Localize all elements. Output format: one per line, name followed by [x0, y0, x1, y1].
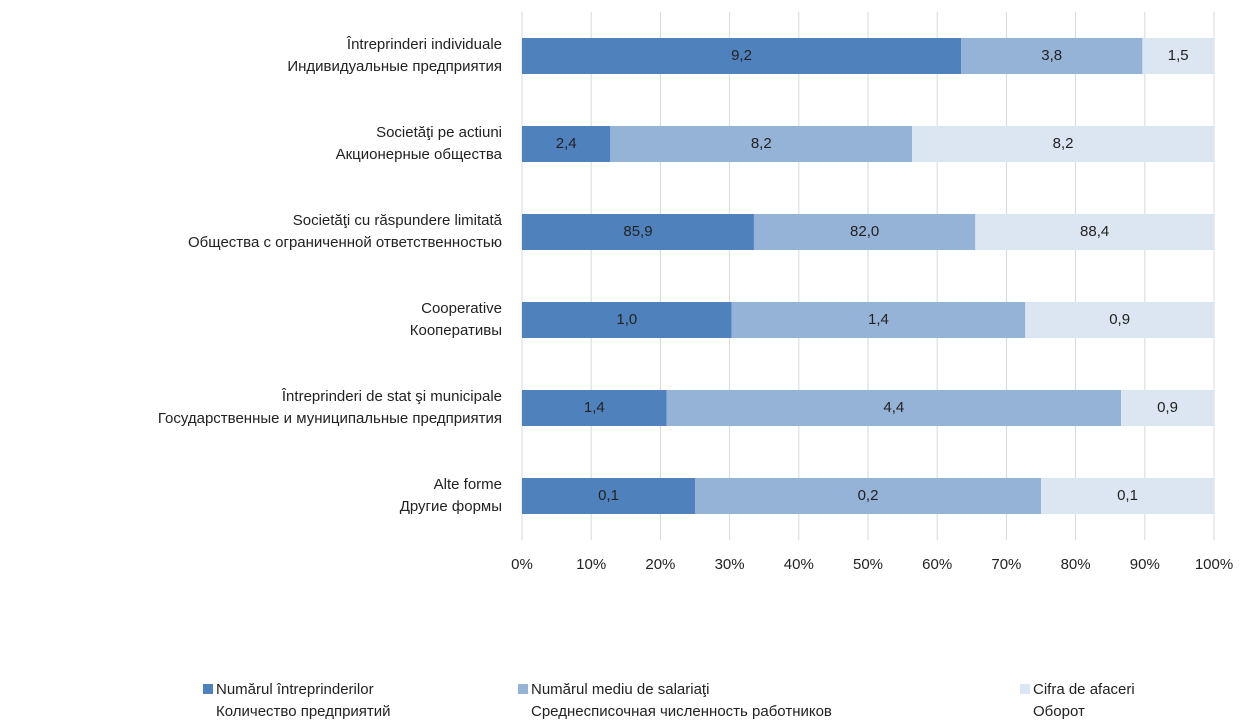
legend-label: Numărul întreprinderilor — [216, 681, 374, 698]
data-label: 3,8 — [1041, 47, 1062, 64]
data-label: 8,2 — [751, 135, 772, 152]
bar-segment — [731, 302, 1026, 338]
legend-swatch — [518, 684, 528, 694]
bar-segment — [522, 302, 732, 338]
bar-segment — [912, 126, 1214, 162]
bar-segment — [522, 390, 667, 426]
bar-segment — [522, 38, 962, 74]
x-tick-label: 70% — [991, 556, 1021, 573]
x-tick-label: 10% — [576, 556, 606, 573]
bar-segment — [522, 126, 611, 162]
data-label: 1,0 — [616, 311, 637, 328]
category-label: Другие формы — [400, 498, 502, 515]
data-label: 9,2 — [731, 47, 752, 64]
bar-segment — [1121, 390, 1214, 426]
data-label: 0,9 — [1109, 311, 1130, 328]
bar-segment — [695, 478, 1041, 514]
data-label: 0,1 — [598, 487, 619, 504]
category-label: Индивидуальные предприятия — [287, 58, 502, 75]
bar-segment — [961, 38, 1143, 74]
bar-segment — [666, 390, 1122, 426]
category-label: Общества с ограниченной ответственностью — [188, 234, 502, 251]
data-label: 85,9 — [623, 223, 652, 240]
data-label: 0,9 — [1157, 399, 1178, 416]
bar-segment — [1041, 478, 1214, 514]
legend-label: Оборот — [1033, 703, 1085, 720]
legend-swatch — [1020, 684, 1030, 694]
category-label: Întreprinderi individuale — [346, 36, 502, 53]
data-label: 8,2 — [1053, 135, 1074, 152]
data-label: 0,1 — [1117, 487, 1138, 504]
data-label: 1,4 — [584, 399, 605, 416]
legend-label: Количество предприятий — [216, 703, 391, 720]
data-label: 82,0 — [850, 223, 879, 240]
x-tick-label: 80% — [1061, 556, 1091, 573]
legend-label: Numărul mediu de salariaţi — [531, 681, 709, 698]
x-tick-label: 60% — [922, 556, 952, 573]
bar-segment — [975, 214, 1214, 250]
x-tick-label: 20% — [645, 556, 675, 573]
data-label: 2,4 — [556, 135, 577, 152]
bar-segment — [1025, 302, 1214, 338]
data-label: 88,4 — [1080, 223, 1109, 240]
x-tick-label: 0% — [511, 556, 533, 573]
x-tick-label: 30% — [715, 556, 745, 573]
category-label: Societăţi pe actiuni — [376, 124, 502, 141]
bar-segment — [753, 214, 976, 250]
x-tick-label: 100% — [1195, 556, 1233, 573]
category-label: Întreprinderi de stat şi municipale — [281, 388, 502, 405]
category-label: Societăţi cu răspundere limitată — [293, 212, 503, 229]
data-label: 1,5 — [1168, 47, 1189, 64]
x-tick-label: 50% — [853, 556, 883, 573]
legend-label: Среднесписочная численность работников — [531, 703, 832, 720]
category-label: Кооперативы — [410, 322, 502, 339]
bar-segment — [1142, 38, 1214, 74]
bar-segment — [522, 478, 695, 514]
legend-label: Cifra de afaceri — [1033, 681, 1135, 698]
data-label: 4,4 — [883, 399, 904, 416]
data-label: 1,4 — [868, 311, 889, 328]
legend-swatch — [203, 684, 213, 694]
category-label: Акционерные общества — [336, 146, 503, 163]
x-tick-label: 90% — [1130, 556, 1160, 573]
bar-segment — [522, 214, 754, 250]
x-tick-label: 40% — [784, 556, 814, 573]
category-label: Cooperative — [421, 300, 502, 317]
category-label: Alte forme — [434, 476, 502, 493]
category-label: Государственные и муниципальные предприя… — [158, 410, 502, 427]
data-label: 0,2 — [858, 487, 879, 504]
bar-segment — [610, 126, 913, 162]
